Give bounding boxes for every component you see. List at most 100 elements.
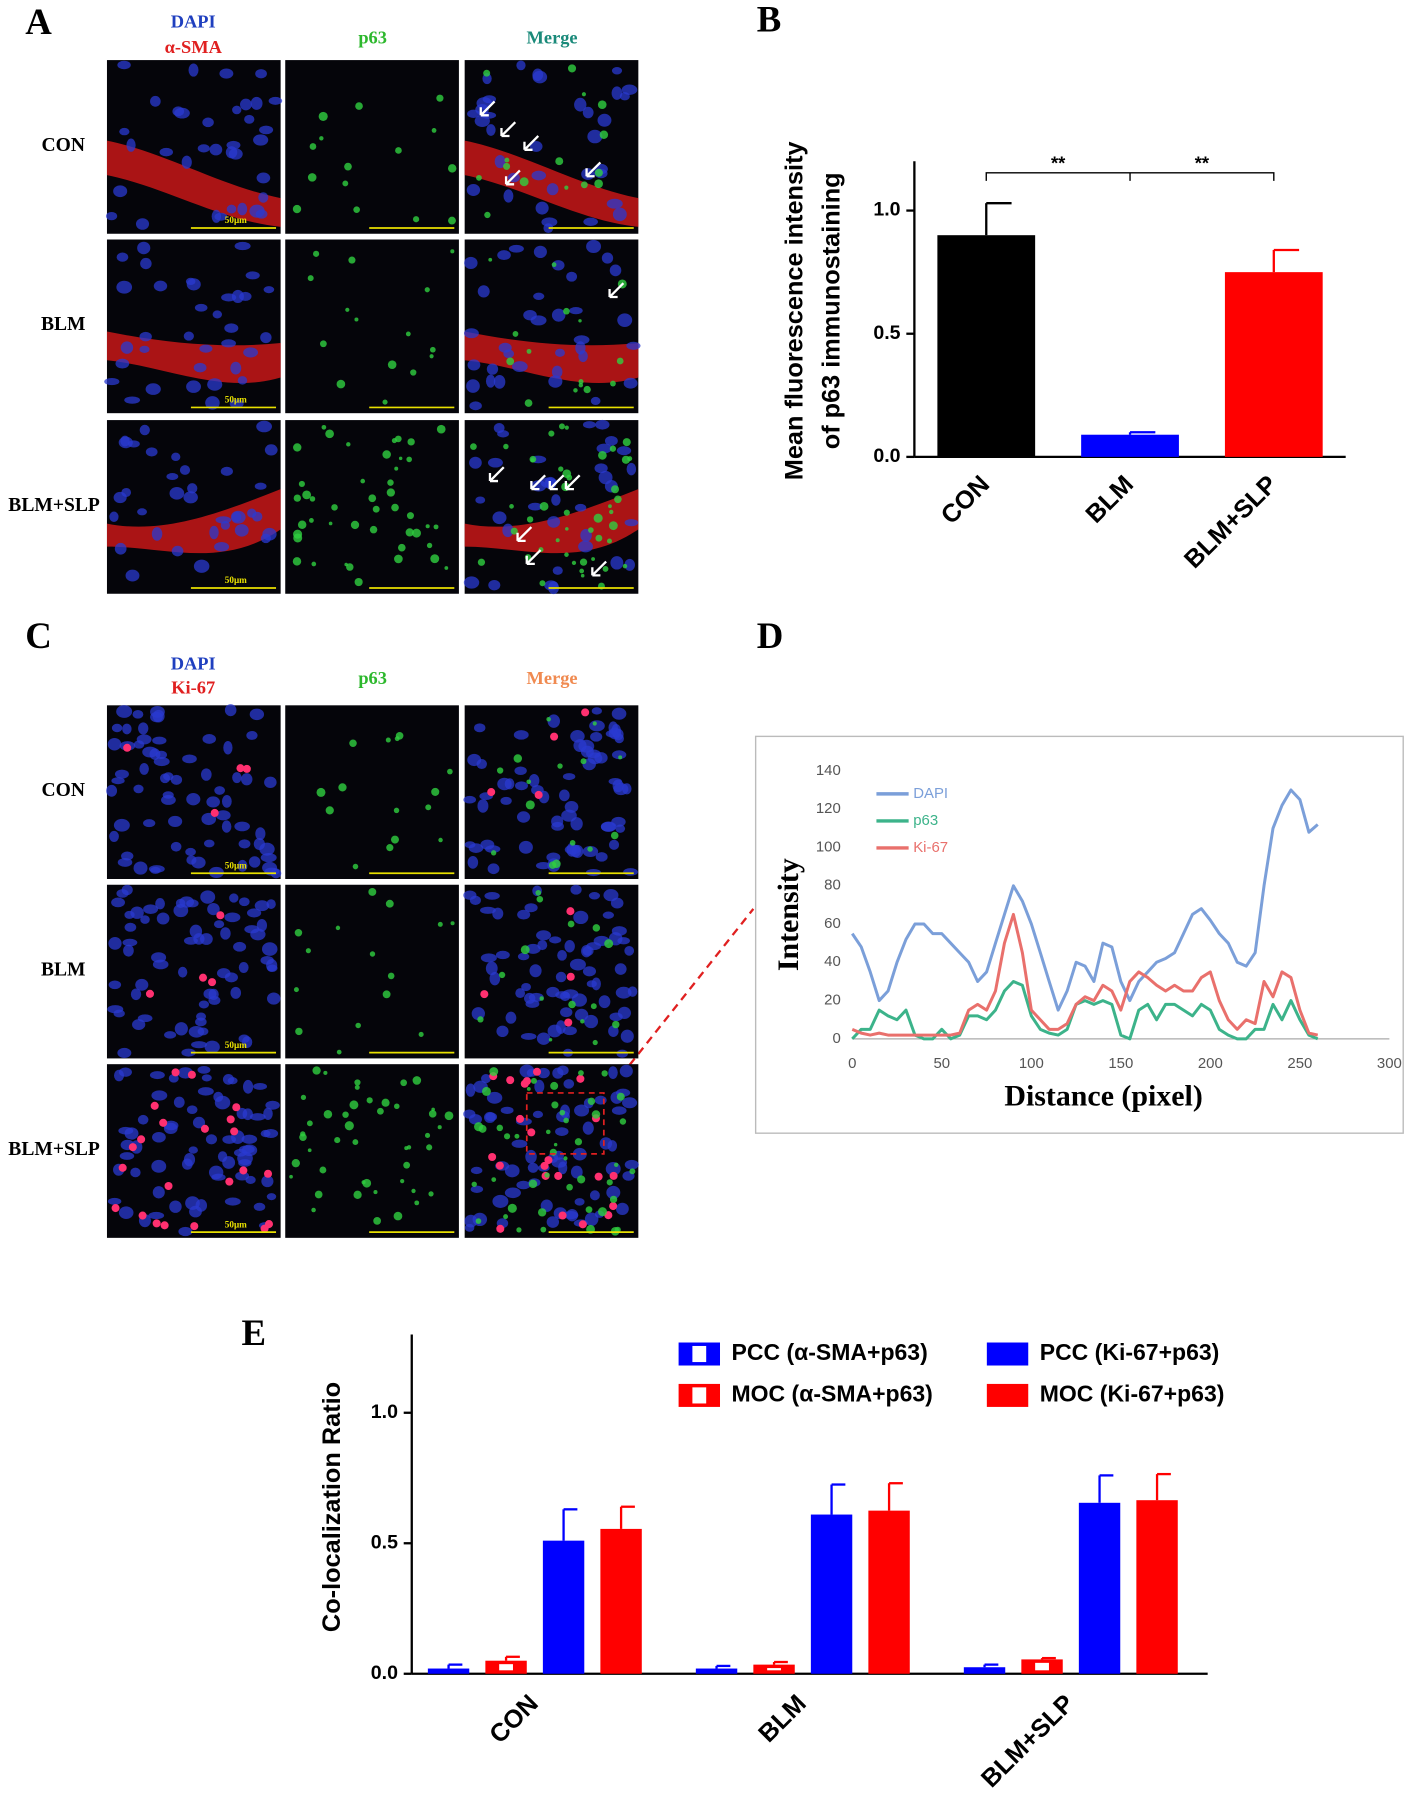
nucleus	[524, 903, 538, 913]
nucleus	[469, 401, 482, 411]
y-tick-label: 0.0	[873, 445, 900, 467]
nucleus	[528, 773, 540, 788]
nucleus	[531, 170, 547, 181]
ki67-cell	[558, 1211, 567, 1220]
p63-cell	[548, 861, 557, 869]
p63-cell	[369, 951, 376, 957]
ki67-cell	[145, 989, 155, 998]
p63-cell	[574, 1138, 583, 1146]
p63-cell	[591, 1110, 601, 1119]
p63-cell	[325, 806, 334, 815]
y-axis-label: of p63 immunostaining	[817, 172, 845, 449]
p63-cell	[353, 1190, 362, 1199]
nucleus	[258, 192, 269, 203]
p63-cell	[342, 180, 349, 187]
p63-cell	[578, 319, 582, 323]
p63-cell	[348, 256, 356, 264]
nucleus	[159, 147, 173, 157]
y-tick-label: 20	[824, 992, 841, 1009]
nucleus	[549, 936, 562, 944]
ki67-cell	[208, 978, 217, 987]
nucleus	[569, 307, 583, 315]
nucleus	[530, 315, 547, 326]
nucleus	[256, 420, 272, 433]
data-line	[851, 788, 1319, 1012]
y-axis-label: Intensity	[772, 858, 805, 971]
nucleus	[219, 68, 234, 79]
p63-cell	[394, 554, 403, 564]
nucleus	[574, 503, 587, 512]
nucleus	[256, 172, 271, 184]
p63-cell	[477, 558, 486, 566]
nucleus	[535, 862, 551, 870]
p63-cell	[308, 518, 314, 523]
p63-cell	[387, 972, 395, 980]
nucleus	[262, 861, 278, 874]
p63-cell	[540, 1226, 547, 1233]
p63-cell	[411, 1188, 416, 1194]
x-tick-label: BLM	[1080, 470, 1139, 529]
nucleus	[239, 291, 252, 301]
p63-cell	[323, 1070, 328, 1075]
ki67-cell	[137, 1135, 146, 1144]
nucleus	[221, 795, 232, 808]
nucleus	[243, 347, 259, 358]
p63-cell	[535, 889, 542, 896]
nucleus	[228, 148, 243, 160]
nucleus	[463, 328, 479, 339]
y-tick-label: 0.0	[371, 1662, 398, 1684]
nucleus	[122, 938, 138, 947]
nucleus	[505, 1011, 517, 1024]
nucleus	[130, 906, 144, 919]
nucleus	[601, 252, 614, 264]
nucleus	[204, 1040, 220, 1054]
p63-cell	[295, 1027, 303, 1036]
p63-cell	[504, 157, 510, 163]
p63-cell	[539, 580, 546, 587]
nucleus	[188, 1146, 198, 1154]
x-tick-label: 300	[1377, 1055, 1402, 1072]
p63-cell	[580, 181, 588, 189]
nucleus	[175, 898, 186, 908]
nucleus	[588, 892, 601, 900]
p63-cell	[297, 520, 307, 530]
ki67-cell	[128, 1143, 137, 1152]
nucleus	[130, 1167, 141, 1178]
nucleus	[525, 1149, 537, 1164]
p63-cell	[568, 1000, 576, 1009]
p63-cell	[424, 287, 430, 293]
channel-header: Merge	[527, 28, 578, 48]
p63-cell	[509, 504, 514, 509]
p63-cell	[507, 1203, 517, 1213]
p63-cell	[325, 429, 334, 439]
nucleus	[504, 778, 515, 790]
legend-swatch	[986, 1342, 1029, 1366]
p63-cell	[496, 1124, 504, 1132]
micrograph	[285, 60, 459, 234]
nucleus	[485, 374, 496, 388]
ki67-cell	[522, 1077, 531, 1086]
nucleus	[536, 930, 552, 941]
channel-header: p63	[358, 668, 387, 688]
nucleus	[153, 757, 170, 767]
nucleus	[591, 707, 603, 715]
nucleus	[124, 396, 141, 404]
nucleus	[160, 773, 171, 784]
p63-cell	[372, 505, 380, 513]
nucleus	[109, 830, 119, 842]
nucleus	[464, 1223, 475, 1232]
nucleus	[237, 859, 248, 872]
p63-cell	[433, 524, 439, 530]
ki67-cell	[138, 1211, 147, 1220]
nucleus	[503, 189, 514, 203]
x-tick-label: 250	[1287, 1055, 1312, 1072]
p63-cell	[587, 1097, 596, 1106]
nucleus	[533, 292, 545, 301]
p63-cell	[592, 1039, 598, 1046]
p63-cell	[484, 211, 491, 219]
nucleus	[197, 144, 210, 153]
arrow	[523, 135, 540, 151]
nucleus	[547, 714, 560, 728]
panel-label: B	[757, 0, 782, 40]
nucleus	[564, 800, 579, 813]
